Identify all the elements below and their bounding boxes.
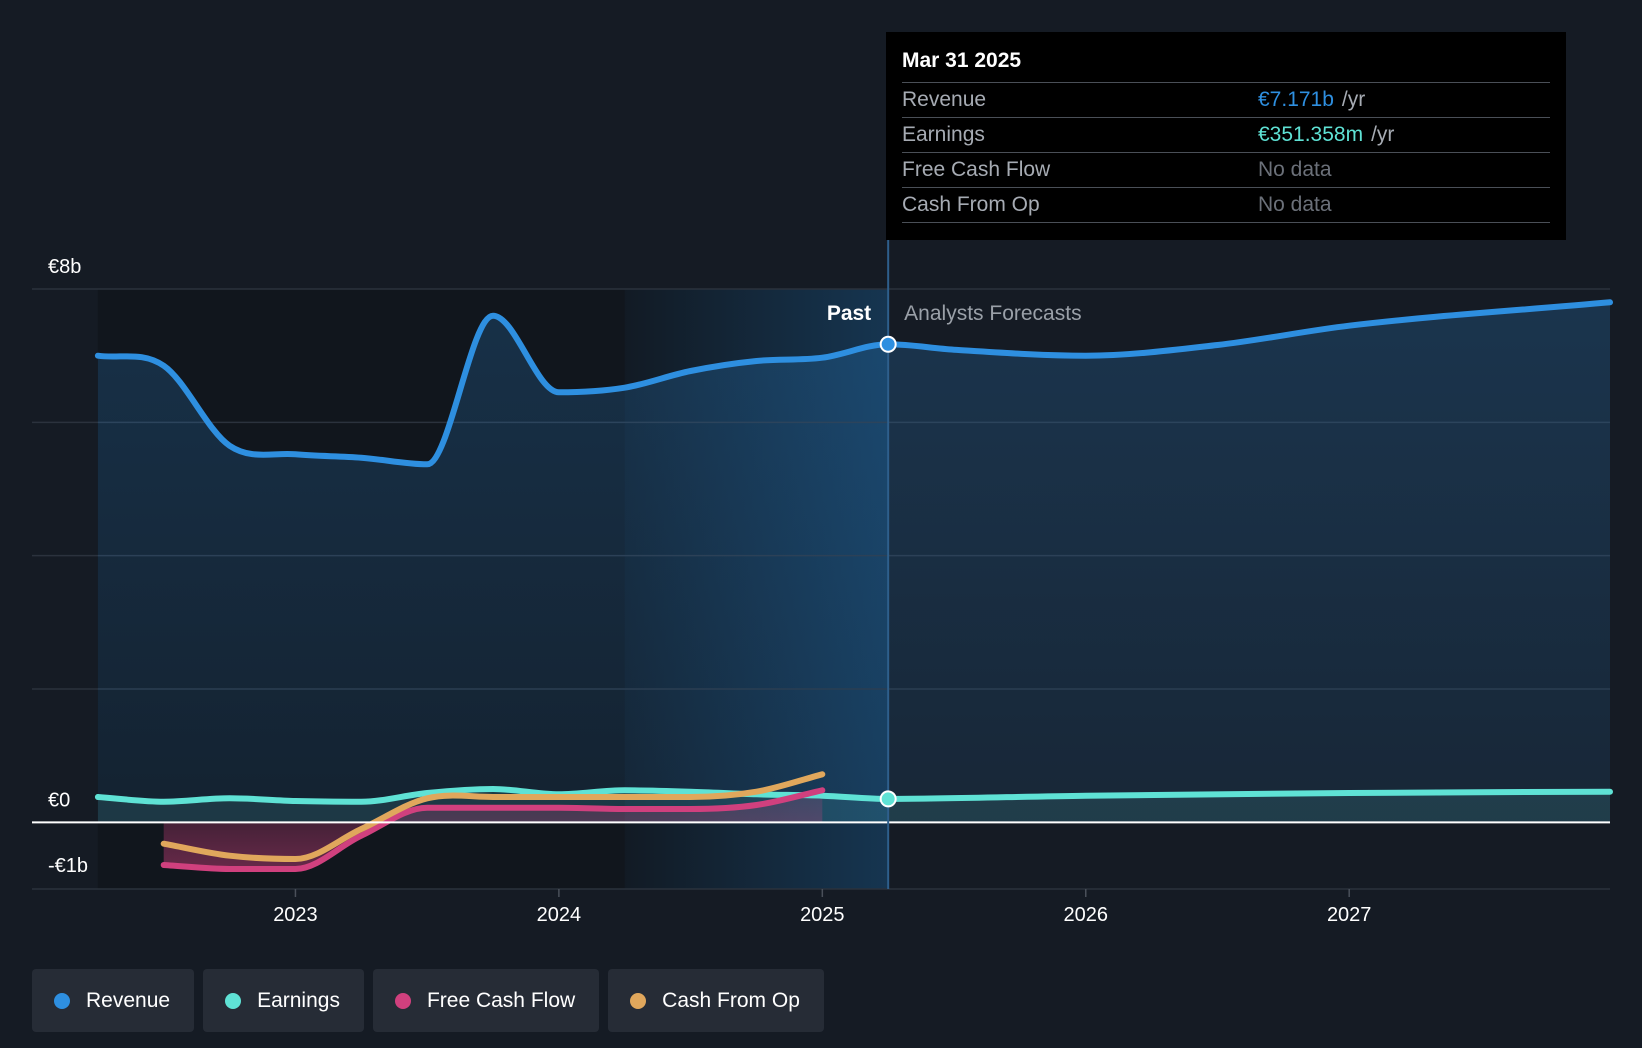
present-markers bbox=[879, 335, 897, 808]
x-tick-label: 2026 bbox=[1064, 904, 1109, 926]
x-tick-label: 2025 bbox=[800, 904, 845, 926]
series-lines bbox=[94, 299, 1613, 873]
legend: Revenue Earnings Free Cash Flow Cash Fro… bbox=[32, 969, 824, 1032]
legend-label: Free Cash Flow bbox=[426, 988, 576, 1012]
free-cash-flow-line bbox=[160, 787, 826, 873]
tooltip-label: Earnings bbox=[902, 123, 985, 146]
y-tick-label-zero: €0 bbox=[48, 789, 70, 811]
legend-label: Revenue bbox=[86, 988, 171, 1012]
legend-dot-icon bbox=[54, 992, 70, 1009]
legend-item-cash-from-op[interactable]: Cash From Op bbox=[608, 969, 824, 1032]
earnings-line bbox=[94, 786, 1613, 805]
cash-from-op-line bbox=[160, 771, 826, 862]
tooltip-value: €351.358m bbox=[1258, 123, 1364, 146]
tooltip-unit: /yr bbox=[1371, 123, 1395, 146]
tooltip-row-revenue: Revenue €7.171b /yr bbox=[902, 82, 1550, 117]
tooltip-row-earnings: Earnings €351.358m /yr bbox=[902, 117, 1550, 152]
x-tick-label: 2027 bbox=[1327, 904, 1372, 926]
tooltip-label: Free Cash Flow bbox=[902, 158, 1051, 181]
past-label: Past bbox=[827, 302, 871, 325]
revenue-line bbox=[94, 299, 1613, 468]
tooltip-unit: /yr bbox=[1341, 88, 1366, 111]
legend-item-earnings[interactable]: Earnings bbox=[203, 969, 364, 1032]
y-tick-label-top: €8b bbox=[48, 256, 81, 278]
x-tick-label: 2023 bbox=[273, 904, 318, 926]
x-tick-label: 2024 bbox=[537, 904, 582, 926]
tooltip-label: Cash From Op bbox=[902, 193, 1040, 216]
legend-item-free-cash-flow[interactable]: Free Cash Flow bbox=[372, 969, 600, 1032]
earnings-point-marker bbox=[879, 790, 897, 808]
legend-item-revenue[interactable]: Revenue bbox=[32, 969, 195, 1032]
tooltip-row-free-cash-flow: Free Cash Flow No data bbox=[902, 152, 1550, 187]
tooltip-value: No data bbox=[1258, 193, 1332, 216]
legend-label: Cash From Op bbox=[662, 988, 800, 1012]
tooltip-value: €7.171b bbox=[1258, 88, 1334, 111]
legend-dot-icon bbox=[394, 992, 411, 1009]
tooltip-row-cash-from-op: Cash From Op No data bbox=[902, 187, 1550, 223]
revenue-point-marker bbox=[879, 335, 897, 353]
legend-label: Earnings bbox=[257, 988, 340, 1012]
legend-dot-icon bbox=[630, 992, 647, 1009]
x-axis-ticks: 2023 2024 2025 2026 2027 bbox=[273, 889, 1371, 926]
tooltip: Mar 31 2025 Revenue €7.171b /yr Earnings… bbox=[886, 32, 1566, 240]
tooltip-value: No data bbox=[1258, 158, 1332, 181]
tooltip-date: Mar 31 2025 bbox=[902, 49, 1022, 72]
forecast-label: Analysts Forecasts bbox=[904, 302, 1081, 325]
y-tick-label-bottom: -€1b bbox=[48, 855, 88, 877]
revenue-area bbox=[97, 302, 1610, 823]
legend-dot-icon bbox=[225, 992, 242, 1009]
tooltip-label: Revenue bbox=[902, 88, 987, 111]
